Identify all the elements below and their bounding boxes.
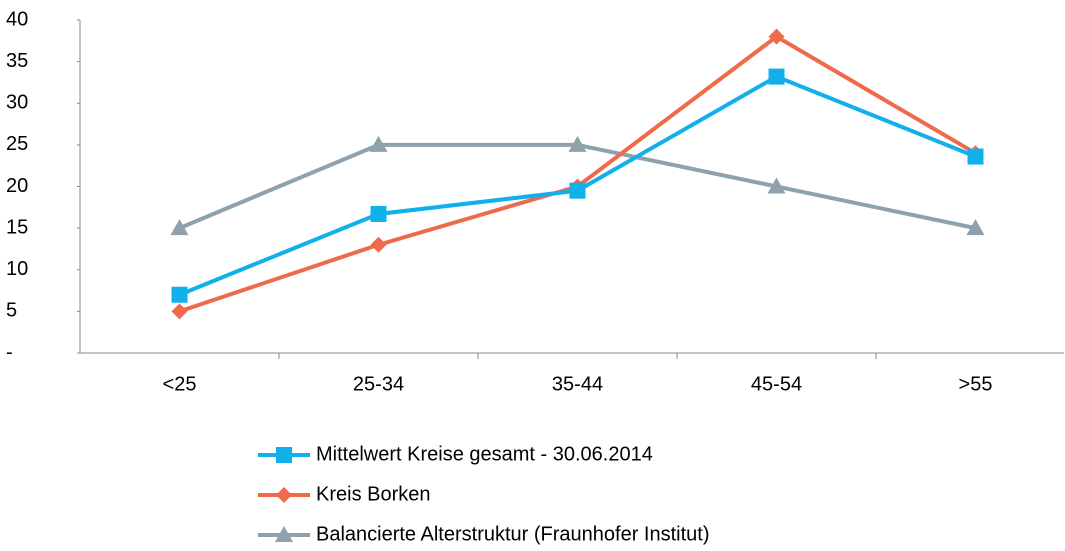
x-tick-label: 25-34 xyxy=(353,373,404,395)
y-tick-label: 40 xyxy=(6,8,28,30)
data-point xyxy=(569,182,586,199)
x-tick-label: 45-54 xyxy=(751,373,802,395)
data-point xyxy=(767,177,786,194)
data-point xyxy=(768,28,785,45)
data-point xyxy=(171,303,188,320)
y-tick-label: 10 xyxy=(6,258,28,280)
data-point xyxy=(768,68,785,85)
y-tick-label: 35 xyxy=(6,50,28,72)
data-point xyxy=(967,148,984,165)
data-point xyxy=(170,219,189,236)
data-point xyxy=(171,286,188,303)
data-point xyxy=(370,205,387,222)
legend-label: Mittelwert Kreise gesamt - 30.06.2014 xyxy=(316,443,653,465)
legend-label: Kreis Borken xyxy=(316,483,431,505)
y-tick-label: 30 xyxy=(6,92,28,114)
data-point xyxy=(369,135,388,152)
x-tick-label: 35-44 xyxy=(552,373,603,395)
legend-marker xyxy=(276,447,292,463)
y-tick-label: 20 xyxy=(6,175,28,197)
legend-marker xyxy=(275,526,293,542)
x-tick-label: >55 xyxy=(959,373,993,395)
legend-marker xyxy=(276,487,292,503)
y-tick-label: 5 xyxy=(6,300,17,322)
data-point xyxy=(568,135,587,152)
x-tick-label: <25 xyxy=(163,373,197,395)
y-tick-label: 25 xyxy=(6,133,28,155)
y-tick-label: - xyxy=(6,341,13,363)
data-point xyxy=(966,219,985,236)
series-line xyxy=(178,34,977,314)
data-point xyxy=(370,236,387,253)
legend-label: Balancierte Alterstruktur (Fraunhofer In… xyxy=(316,523,710,545)
y-tick-label: 15 xyxy=(6,216,28,238)
